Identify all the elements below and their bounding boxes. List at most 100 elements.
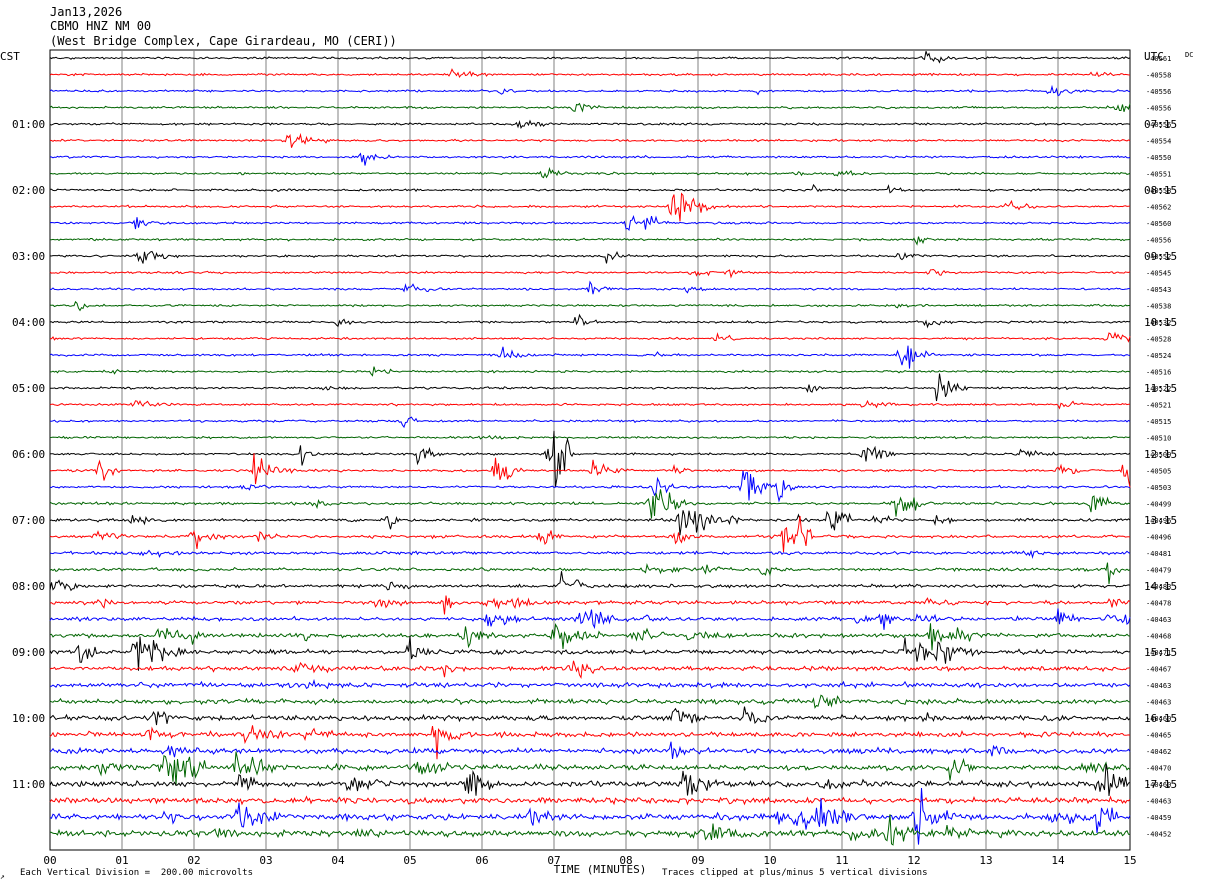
plot-frame xyxy=(49,49,1131,851)
dc-offset-label: -40543 xyxy=(1146,286,1171,294)
x-tick-label: 02 xyxy=(187,854,200,867)
dc-offset-label: -40470 xyxy=(1146,765,1171,773)
trace-line xyxy=(49,183,1131,194)
trace-line xyxy=(49,751,1131,785)
utc-time-label: 14:15 xyxy=(1144,580,1177,593)
dc-offset-label: -40463 xyxy=(1146,699,1171,707)
trace-line xyxy=(49,435,1131,440)
trace-line xyxy=(49,119,1131,129)
dc-offset-label: -40562 xyxy=(1146,204,1171,212)
dc-offset-label: -40554 xyxy=(1146,138,1171,146)
dc-offset-label: -40550 xyxy=(1146,154,1171,162)
x-tick-label: 13 xyxy=(979,854,992,867)
trace-line xyxy=(49,152,1131,166)
dc-offset-label: -40496 xyxy=(1146,517,1171,525)
x-tick-label: 10 xyxy=(763,854,776,867)
trace-line xyxy=(49,430,1131,487)
utc-time-label: 09:15 xyxy=(1144,250,1177,263)
dc-offset-label: -40483 xyxy=(1146,583,1171,591)
dc-offset-label: -40479 xyxy=(1146,567,1171,575)
dc-offset-label: -40561 xyxy=(1146,55,1171,63)
cst-time-label: 04:00 xyxy=(12,316,45,329)
dc-offset-label: -40499 xyxy=(1146,501,1171,509)
cst-time-label: 07:00 xyxy=(12,514,45,527)
dc-offset-label: -40452 xyxy=(1146,831,1171,839)
dc-offset-label: -40510 xyxy=(1146,435,1171,443)
x-tick-label: 04 xyxy=(331,854,345,867)
trace-line xyxy=(49,313,1131,329)
trace-line xyxy=(49,84,1131,97)
trace-line xyxy=(49,660,1131,680)
trace-line xyxy=(49,68,1131,79)
cst-time-label: 03:00 xyxy=(12,250,45,263)
trace-line xyxy=(49,132,1131,148)
trace-line xyxy=(49,562,1131,585)
dc-offset-label: -40532 xyxy=(1146,319,1171,327)
x-tick-label: 01 xyxy=(115,854,128,867)
x-tick-label: 00 xyxy=(43,854,56,867)
cst-time-label: 09:00 xyxy=(12,646,45,659)
header-station: CBMO HNZ NM 00 xyxy=(50,19,152,33)
dc-offset-label: -40505 xyxy=(1146,468,1171,476)
trace-line xyxy=(49,694,1131,709)
right-axis-title: UTC xyxy=(1144,50,1164,63)
trace-line xyxy=(49,622,1131,651)
dc-offset-label: -40516 xyxy=(1146,369,1171,377)
dc-offset-label: -40478 xyxy=(1146,600,1171,608)
cst-time-label: 11:00 xyxy=(12,778,45,791)
cst-time-label: 05:00 xyxy=(12,382,45,395)
utc-time-label: 07:15 xyxy=(1144,118,1177,131)
trace-line xyxy=(49,345,1131,369)
trace-line xyxy=(49,192,1131,222)
cst-time-label: 10:00 xyxy=(12,712,45,725)
trace-line xyxy=(49,516,1131,553)
dc-offset-label: -40556 xyxy=(1146,237,1171,245)
dc-offset-label: -40552 xyxy=(1146,253,1171,261)
header-date: Jan13,2026 xyxy=(50,5,123,19)
dc-offset-label: -40460 xyxy=(1146,715,1171,723)
cst-time-label: 08:00 xyxy=(12,580,45,593)
corner-mark: ↗ xyxy=(0,872,5,881)
dc-offset-label: -40556 xyxy=(1146,88,1171,96)
dc-offset-label: -40481 xyxy=(1146,550,1171,558)
header-location: (West Bridge Complex, Cape Girardeau, MO… xyxy=(50,34,397,48)
trace-line xyxy=(49,453,1131,488)
dc-offset-label: -40463 xyxy=(1146,682,1171,690)
dc-offset-label: -40496 xyxy=(1146,534,1171,542)
utc-time-label: 10:15 xyxy=(1144,316,1177,329)
x-tick-label: 12 xyxy=(907,854,920,867)
trace-line xyxy=(49,725,1131,760)
x-tick-label: 15 xyxy=(1123,854,1136,867)
dc-offset-label: -40524 xyxy=(1146,352,1171,360)
trace-line xyxy=(49,268,1131,279)
trace-line xyxy=(49,608,1131,630)
dc-offset-label: -40558 xyxy=(1146,187,1171,195)
dc-offset-label: -40462 xyxy=(1146,748,1171,756)
dc-offset-label: -40560 xyxy=(1146,220,1171,228)
dc-offset-label: -40556 xyxy=(1146,105,1171,113)
trace-line xyxy=(49,635,1131,671)
trace-line xyxy=(49,795,1131,806)
dc-offset-label: -40509 xyxy=(1146,451,1171,459)
trace-line xyxy=(50,236,1131,246)
cst-time-label: 06:00 xyxy=(12,448,45,461)
dc-offset-label: -40459 xyxy=(1146,814,1171,822)
trace-line xyxy=(49,51,1131,64)
trace-line xyxy=(49,331,1131,343)
trace-line xyxy=(49,814,1131,846)
dc-offset-label: -40465 xyxy=(1146,732,1171,740)
x-tick-label: 05 xyxy=(403,854,416,867)
dc-offset-label: -40528 xyxy=(1146,336,1171,344)
dc-label: DC xyxy=(1185,51,1193,59)
trace-line xyxy=(49,706,1131,726)
dc-offset-label: -40463 xyxy=(1146,798,1171,806)
dc-offset-label: -40467 xyxy=(1146,666,1171,674)
utc-time-label: 17:15 xyxy=(1144,778,1177,791)
x-tick-label: 07 xyxy=(547,854,560,867)
dc-offset-label: -40515 xyxy=(1146,418,1171,426)
trace-line xyxy=(49,102,1131,113)
trace-line xyxy=(50,366,1131,377)
dc-offset-label: -40558 xyxy=(1146,72,1171,80)
x-tick-label: 14 xyxy=(1051,854,1065,867)
